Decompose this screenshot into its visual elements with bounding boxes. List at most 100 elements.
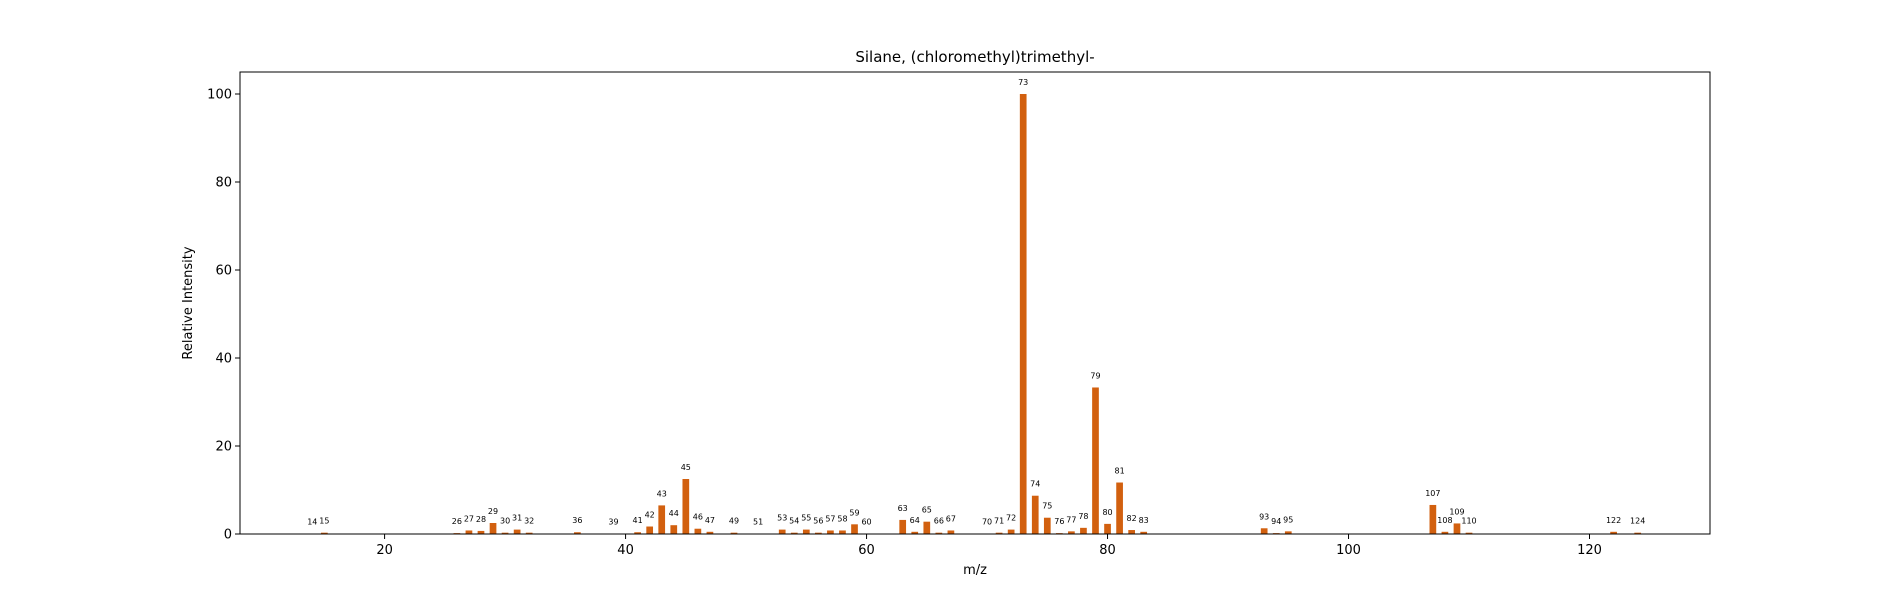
peak-label-76: 76 bbox=[1054, 517, 1064, 526]
peak-label-59: 59 bbox=[849, 508, 859, 517]
y-tick-label: 60 bbox=[215, 264, 232, 279]
bar-mz-54 bbox=[790, 532, 798, 534]
bar-mz-124 bbox=[1634, 532, 1642, 534]
y-tick-label: 20 bbox=[215, 440, 232, 455]
peak-label-47: 47 bbox=[705, 516, 715, 525]
bar-mz-75 bbox=[1043, 517, 1051, 534]
peak-label-122: 122 bbox=[1606, 516, 1621, 525]
x-ticks-layer: 20 40 60 80 100 120 bbox=[376, 534, 1602, 558]
peak-label-79: 79 bbox=[1090, 371, 1100, 380]
bar-mz-74 bbox=[1031, 495, 1039, 534]
x-tick-label: 100 bbox=[1336, 543, 1361, 558]
peak-label-109: 109 bbox=[1449, 507, 1464, 516]
bar-mz-58 bbox=[839, 530, 846, 534]
x-tick-label: 120 bbox=[1577, 543, 1602, 558]
peak-label-94: 94 bbox=[1271, 517, 1281, 526]
peak-label-64: 64 bbox=[910, 516, 920, 525]
bar-mz-55 bbox=[802, 529, 810, 534]
bar-mz-67 bbox=[947, 530, 955, 534]
x-tick-label: 80 bbox=[1099, 543, 1116, 558]
peak-label-46: 46 bbox=[693, 513, 703, 522]
peak-label-57: 57 bbox=[825, 514, 835, 523]
peak-label-58: 58 bbox=[837, 514, 847, 523]
peak-label-44: 44 bbox=[669, 509, 679, 518]
peak-label-29: 29 bbox=[488, 507, 498, 516]
peak-label-73: 73 bbox=[1018, 78, 1028, 87]
peak-label-45: 45 bbox=[681, 463, 691, 472]
peak-label-124: 124 bbox=[1630, 517, 1645, 526]
bar-mz-65 bbox=[923, 521, 931, 534]
bar-mz-46 bbox=[694, 528, 702, 534]
bar-mz-59 bbox=[851, 524, 858, 534]
bar-mz-56 bbox=[815, 532, 822, 534]
peak-label-78: 78 bbox=[1078, 512, 1088, 521]
peak-label-41: 41 bbox=[633, 516, 643, 525]
bar-mz-81 bbox=[1116, 482, 1123, 534]
bar-mz-53 bbox=[778, 529, 786, 534]
peak-label-56: 56 bbox=[813, 517, 823, 526]
peak-label-82: 82 bbox=[1127, 514, 1137, 523]
bar-mz-78 bbox=[1080, 527, 1087, 534]
y-tick-label: 80 bbox=[215, 176, 232, 191]
peak-label-71: 71 bbox=[994, 517, 1004, 526]
bar-mz-110 bbox=[1465, 532, 1473, 534]
peak-label-95: 95 bbox=[1283, 515, 1293, 524]
x-tick-label: 60 bbox=[858, 543, 875, 558]
peak-label-49: 49 bbox=[729, 517, 739, 526]
peak-label-77: 77 bbox=[1066, 515, 1076, 524]
bar-mz-108 bbox=[1441, 531, 1449, 534]
bar-mz-72 bbox=[1007, 529, 1015, 534]
bar-mz-79 bbox=[1092, 387, 1099, 534]
peak-label-60: 60 bbox=[861, 518, 871, 527]
peak-label-107: 107 bbox=[1425, 489, 1440, 498]
bar-mz-122 bbox=[1610, 531, 1617, 534]
bar-mz-32 bbox=[525, 532, 533, 534]
peak-label-30: 30 bbox=[500, 517, 510, 526]
peak-label-36: 36 bbox=[572, 516, 582, 525]
bar-mz-31 bbox=[513, 529, 521, 534]
peak-label-14: 14 bbox=[307, 518, 317, 527]
bar-mz-49 bbox=[730, 532, 738, 534]
peak-label-26: 26 bbox=[452, 517, 462, 526]
bar-mz-80 bbox=[1104, 523, 1111, 534]
peak-label-74: 74 bbox=[1030, 480, 1040, 489]
peak-label-65: 65 bbox=[922, 506, 932, 515]
bar-mz-66 bbox=[935, 532, 943, 534]
bar-mz-29 bbox=[489, 523, 497, 534]
bar-mz-15 bbox=[320, 532, 328, 534]
bar-mz-109 bbox=[1453, 523, 1461, 534]
y-ticks-layer: 0 20 40 60 80 100 bbox=[207, 88, 240, 543]
chart-title: Silane, (chloromethyl)trimethyl- bbox=[855, 48, 1094, 66]
peak-label-72: 72 bbox=[1006, 514, 1016, 523]
bar-mz-57 bbox=[827, 530, 834, 534]
bar-mz-73 bbox=[1019, 94, 1027, 534]
y-axis-title: Relative Intensity bbox=[181, 246, 196, 359]
peak-label-31: 31 bbox=[512, 514, 522, 523]
peak-label-27: 27 bbox=[464, 514, 474, 523]
bar-mz-28 bbox=[477, 530, 485, 534]
bar-mz-107 bbox=[1429, 504, 1437, 534]
x-tick-label: 40 bbox=[617, 543, 634, 558]
peak-label-51: 51 bbox=[753, 518, 763, 527]
peak-label-67: 67 bbox=[946, 514, 956, 523]
y-tick-label: 40 bbox=[215, 352, 232, 367]
bar-mz-45 bbox=[682, 479, 690, 534]
bar-mz-82 bbox=[1128, 530, 1135, 534]
peak-label-83: 83 bbox=[1139, 516, 1149, 525]
bar-mz-30 bbox=[501, 532, 509, 534]
y-tick-label: 100 bbox=[207, 88, 232, 103]
x-tick-label: 20 bbox=[376, 543, 393, 558]
bar-mz-41 bbox=[634, 532, 641, 534]
bar-mz-83 bbox=[1140, 531, 1148, 534]
peak-label-70: 70 bbox=[982, 518, 992, 527]
peak-label-15: 15 bbox=[319, 517, 329, 526]
peak-label-93: 93 bbox=[1259, 512, 1269, 521]
bar-mz-63 bbox=[899, 519, 907, 534]
peak-label-54: 54 bbox=[789, 517, 799, 526]
bar-mz-47 bbox=[706, 531, 714, 534]
bar-mz-64 bbox=[911, 531, 919, 534]
bar-mz-93 bbox=[1260, 528, 1268, 534]
x-axis-title: m/z bbox=[963, 563, 987, 578]
bar-mz-71 bbox=[995, 532, 1003, 534]
